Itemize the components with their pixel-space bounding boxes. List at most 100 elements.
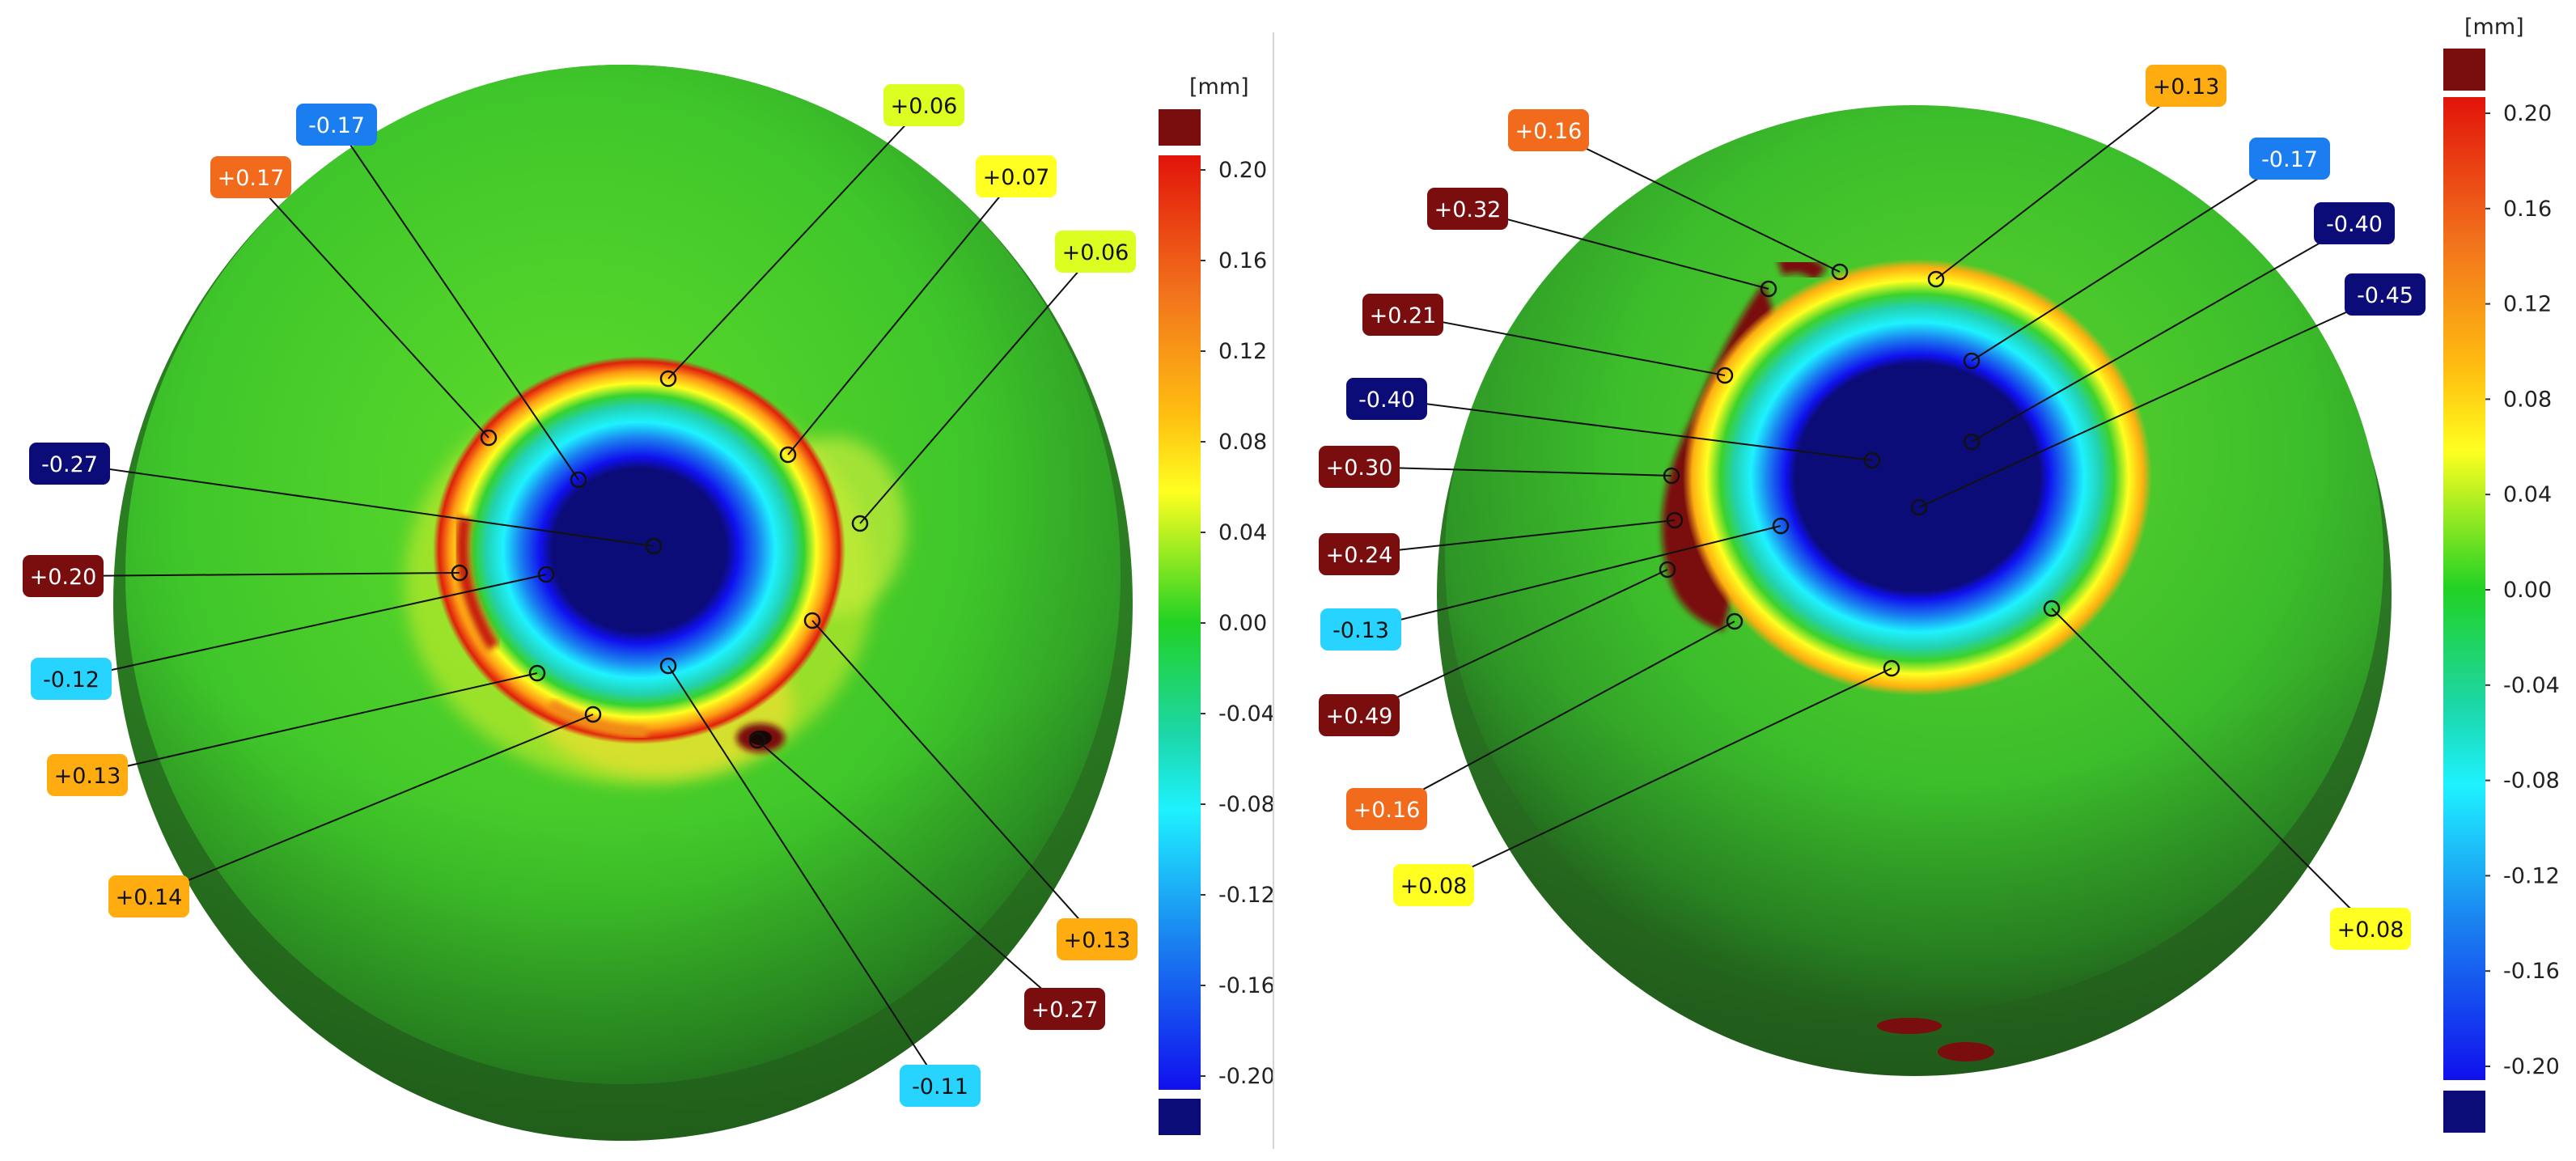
callout-value: +0.20 bbox=[30, 565, 97, 590]
callout-label-box bbox=[47, 754, 128, 796]
measurement-point-marker bbox=[1963, 433, 1981, 451]
callout-label-box bbox=[2330, 908, 2411, 950]
colorbar-tick-label: -0.08 bbox=[2503, 769, 2560, 794]
callout-value: +0.08 bbox=[1400, 874, 1468, 899]
left-spherical-surface bbox=[113, 65, 1133, 1141]
colorbar-tick-label: -0.12 bbox=[2503, 863, 2560, 888]
deviation-callout: +0.16 bbox=[1508, 109, 1849, 281]
callout-label-box bbox=[1319, 446, 1400, 488]
callout-leader-line bbox=[756, 739, 1066, 1010]
measurement-point-marker bbox=[748, 731, 766, 749]
deviation-callout: -0.40 bbox=[1963, 202, 2395, 451]
callout-value: -0.40 bbox=[1358, 388, 1415, 413]
callout-value: +0.17 bbox=[218, 166, 285, 191]
callout-label-box bbox=[883, 84, 964, 126]
measurement-point-marker bbox=[1716, 367, 1734, 384]
callout-value: +0.07 bbox=[983, 165, 1050, 190]
callout-leader-line bbox=[859, 251, 1096, 524]
callout-value: +0.16 bbox=[1515, 119, 1582, 144]
colorbar-tick-label: 0.00 bbox=[2503, 578, 2552, 603]
callout-value: +0.06 bbox=[1062, 240, 1129, 265]
callout-value: -0.17 bbox=[2261, 147, 2318, 172]
deviation-callout: +0.21 bbox=[1362, 294, 1734, 384]
deviation-callout: +0.13 bbox=[47, 664, 546, 796]
measurement-point-marker bbox=[659, 657, 677, 675]
measurement-point-marker bbox=[851, 515, 869, 532]
right-colorbar: [mm] 0.20 0.16 0.12 0.08 0.04 0.00 -0.04 -0.08 -… bbox=[2443, 15, 2560, 1133]
callout-label-box bbox=[1024, 988, 1105, 1030]
callout-leader-line bbox=[667, 665, 941, 1087]
callout-value: +0.49 bbox=[1326, 704, 1393, 729]
callout-label-box bbox=[1319, 533, 1400, 575]
right-spherical-surface bbox=[1437, 105, 2392, 1076]
right-panel: +0.13 +0.16 -0.17 +0.32 -0.40 -0.45 +0.21 -0.40… bbox=[1319, 15, 2560, 1133]
callout-label-box bbox=[1055, 231, 1136, 273]
measurement-point-marker bbox=[2043, 600, 2061, 617]
deviation-callout: +0.06 bbox=[659, 84, 964, 388]
callout-leader-line bbox=[1935, 85, 2187, 280]
callout-label-box bbox=[900, 1065, 981, 1107]
callout-leader-line bbox=[1358, 519, 1676, 555]
left-colorbar-gradient bbox=[1159, 155, 1201, 1090]
callout-label-box bbox=[1319, 694, 1400, 736]
deviation-callout: +0.27 bbox=[748, 731, 1105, 1030]
callout-leader-line bbox=[1386, 621, 1735, 810]
callout-leader-line bbox=[1433, 667, 1892, 886]
callout-label-box bbox=[1508, 109, 1589, 151]
callout-label-box bbox=[31, 658, 112, 700]
callout-leader-line bbox=[336, 124, 579, 481]
callout-value: +0.27 bbox=[1032, 998, 1099, 1023]
callout-value: +0.14 bbox=[116, 885, 183, 910]
callout-leader-line bbox=[811, 620, 1098, 940]
callout-label-box bbox=[1057, 918, 1138, 960]
colorbar-tick-label: 0.16 bbox=[2503, 197, 2552, 222]
measurement-point-marker bbox=[1883, 659, 1900, 677]
right-colorbar-unit: [mm] bbox=[2464, 15, 2524, 40]
callout-leader-line bbox=[1402, 314, 1726, 376]
colorbar-tick-label: 0.12 bbox=[2503, 292, 2552, 317]
measurement-point-marker bbox=[1863, 451, 1881, 469]
colorbar-tick-label: -0.20 bbox=[2503, 1054, 2560, 1079]
colorbar-tick-label: 0.08 bbox=[1218, 430, 1267, 455]
measurement-point-marker bbox=[1659, 561, 1676, 578]
deviation-callout: -0.27 bbox=[29, 443, 663, 555]
callout-label-box bbox=[1362, 294, 1443, 336]
deviation-callout: +0.20 bbox=[23, 555, 468, 597]
right-colorbar-ticks: 0.20 0.16 0.12 0.08 0.04 0.00 -0.04 -0.08 -0.12 -… bbox=[2485, 101, 2560, 1079]
measurement-point-marker bbox=[528, 664, 546, 682]
callout-leader-line bbox=[1358, 569, 1668, 716]
callout-leader-line bbox=[250, 176, 489, 439]
callout-label-box bbox=[2314, 202, 2395, 244]
callout-value: -0.27 bbox=[41, 452, 98, 477]
callout-leader-line bbox=[1971, 222, 2355, 443]
callout-value: -0.11 bbox=[912, 1074, 968, 1100]
measurement-point-marker bbox=[584, 705, 602, 723]
left-colorbar-unit: [mm] bbox=[1189, 74, 1249, 100]
callout-label-box bbox=[2345, 273, 2426, 316]
callout-leader-line bbox=[1360, 525, 1782, 630]
callout-label-box bbox=[1393, 864, 1474, 906]
callout-value: +0.16 bbox=[1354, 798, 1421, 823]
callout-label-box bbox=[2249, 138, 2330, 180]
deviation-callout: -0.45 bbox=[1910, 273, 2426, 516]
callout-value: -0.45 bbox=[2357, 283, 2413, 308]
callout-label-box bbox=[29, 443, 110, 485]
colorbar-tick-label: 0.04 bbox=[1218, 520, 1267, 545]
deviation-callout: +0.13 bbox=[803, 612, 1138, 960]
callout-value: +0.30 bbox=[1326, 456, 1393, 481]
measurement-point-marker bbox=[1663, 467, 1680, 485]
measurement-point-marker bbox=[659, 370, 677, 388]
callout-value: -0.12 bbox=[43, 667, 100, 693]
callout-leader-line bbox=[1386, 398, 1873, 461]
callout-value: -0.17 bbox=[308, 113, 365, 138]
callout-value: +0.21 bbox=[1370, 303, 1437, 328]
measurement-point-marker bbox=[537, 566, 555, 583]
callout-value: +0.13 bbox=[54, 764, 121, 789]
callout-leader-line bbox=[62, 572, 460, 577]
colorbar-tick-label: 0.04 bbox=[2503, 482, 2552, 507]
colorbar-tick-label: -0.08 bbox=[1218, 792, 1275, 817]
measurement-point-marker bbox=[1666, 511, 1684, 529]
callout-label-box bbox=[1346, 788, 1427, 830]
colorbar-tick-label: -0.20 bbox=[1218, 1064, 1275, 1089]
